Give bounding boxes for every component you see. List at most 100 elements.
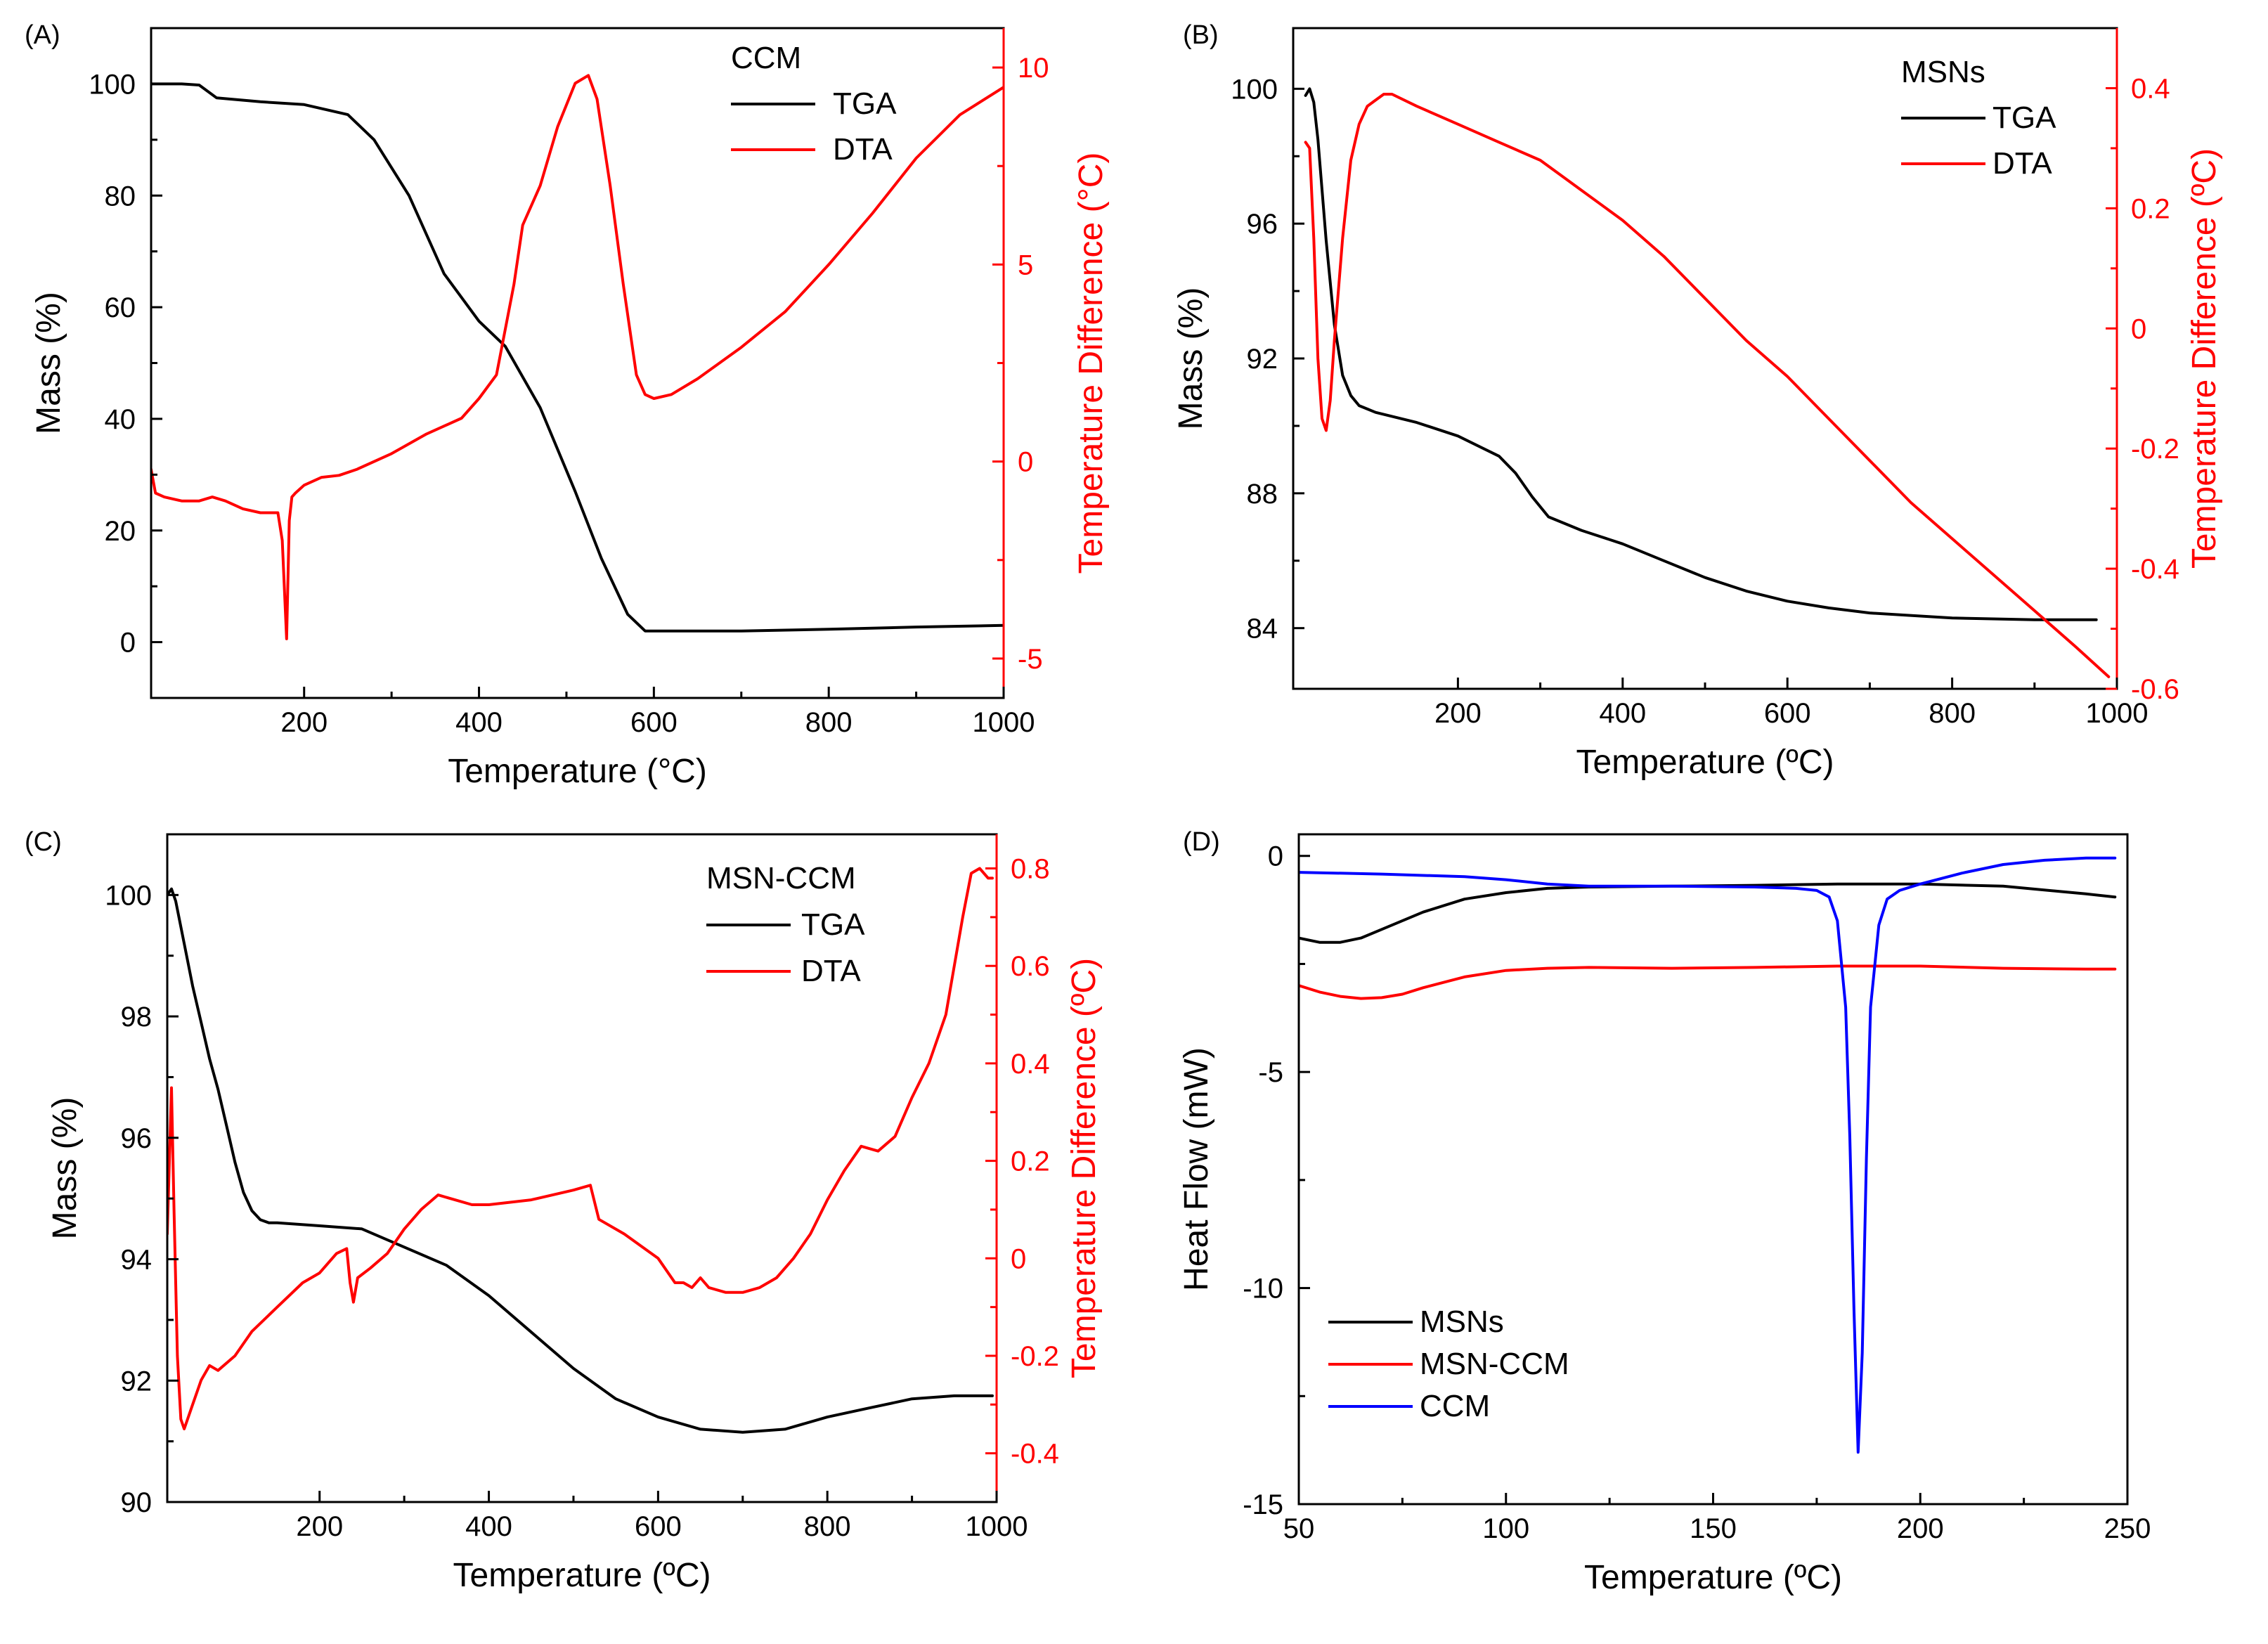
x-tick-label: 600 (635, 1511, 682, 1542)
y-tick-label: 90 (121, 1487, 153, 1518)
y2-tick-label: -0.2 (1011, 1341, 1059, 1372)
y-tick-label: 20 (105, 516, 136, 547)
y-tick-label: -10 (1243, 1274, 1283, 1305)
y-tick-label: 92 (1247, 344, 1278, 375)
series-group (1304, 87, 2111, 678)
panel-label: (C) (25, 827, 62, 857)
y-tick-label: 84 (1247, 614, 1278, 645)
y-tick-label: 92 (121, 1366, 153, 1397)
y-tick-label: 88 (1247, 479, 1278, 510)
series-group (1299, 856, 2117, 1454)
legend-entry: TGA (833, 86, 897, 121)
y-tick-label: 100 (1231, 74, 1278, 105)
x-tick-label: 800 (1929, 698, 1976, 729)
y2-tick-label: -0.4 (1011, 1439, 1059, 1470)
legend-entry: TGA (1992, 101, 2056, 135)
y2-tick-label: 0.8 (1011, 854, 1050, 885)
y-tick-label: 100 (89, 69, 136, 100)
y-tick-label: 96 (121, 1123, 153, 1154)
y-tick-label: -15 (1243, 1489, 1283, 1520)
y2-tick-label: -0.4 (2131, 554, 2179, 585)
x-axis-label: Temperature (ºC) (453, 1557, 711, 1594)
x-tick-label: 600 (1764, 698, 1811, 729)
y2-tick-label: 5 (1018, 250, 1033, 280)
x-tick-label: 200 (1434, 698, 1482, 729)
panel-label: (A) (25, 20, 60, 50)
series-group (167, 867, 994, 1434)
x-tick-label: 100 (1482, 1513, 1529, 1544)
y2-tick-label: -0.6 (2131, 674, 2179, 705)
y-axis-label: Mass (%) (30, 292, 67, 434)
y2-axis-label: Temperature Difference (ºC) (2186, 148, 2223, 569)
y2-tick-label: 0.4 (1011, 1049, 1050, 1080)
y2-tick-label: 0 (2131, 313, 2146, 344)
y2-tick-label: -0.2 (2131, 434, 2179, 465)
series-group (151, 74, 1004, 640)
x-tick-label: 400 (455, 707, 503, 738)
legend-entry: MSN-CCM (1420, 1347, 1569, 1381)
x-tick-label: 400 (465, 1511, 512, 1542)
series-line-msns (1299, 882, 2117, 944)
legend: MSNs MSN-CCM CCM (1328, 1305, 1569, 1423)
x-tick-label: 800 (805, 707, 853, 738)
x-axis-label: Temperature (ºC) (1584, 1559, 1842, 1596)
y2-tick-label: 0 (1011, 1243, 1026, 1274)
y2-tick-label: 0.2 (2131, 193, 2170, 224)
y-axis-label: Mass (%) (46, 1097, 84, 1240)
x-tick-label: 250 (2104, 1513, 2151, 1544)
x-tick-label: 200 (280, 707, 328, 738)
y-tick-label: -5 (1258, 1057, 1283, 1088)
y-tick-label: 100 (105, 880, 152, 911)
panel-label: (D) (1183, 827, 1220, 857)
x-tick-label: 200 (296, 1511, 343, 1542)
legend: MSN-CCM TGA DTA (706, 861, 865, 988)
x-tick-label: 150 (1690, 1513, 1737, 1544)
legend-entry: DTA (1992, 146, 2052, 181)
x-tick-label: 200 (1897, 1513, 1944, 1544)
panel-d-dsc-heat-flow: (D) 50 100 150 200 250 -15 -10 -5 0 Temperature (º… (1178, 827, 2151, 1596)
x-axis-label: Temperature (ºC) (1576, 744, 1834, 781)
series-line-tga (167, 887, 994, 1434)
series-line-msn-ccm (1299, 964, 2117, 1000)
x-tick-label: 1000 (973, 707, 1035, 738)
y2-axis-label: Temperature Difference (°C) (1073, 153, 1110, 574)
y-tick-label: 60 (105, 292, 136, 323)
legend-title: CCM (731, 41, 801, 75)
x-axis-label: Temperature (°C) (448, 753, 707, 790)
plot-frame (150, 27, 1005, 699)
legend-entry: DTA (801, 954, 861, 988)
y-axis-label: Heat Flow (mW) (1178, 1047, 1215, 1291)
y-axis-label: Mass (%) (1172, 287, 1210, 430)
y-tick-label: 0 (1268, 841, 1283, 872)
y-tick-label: 0 (120, 628, 136, 659)
series-line-dta (167, 867, 994, 1430)
x-tick-label: 50 (1283, 1513, 1315, 1544)
panel-label: (B) (1183, 20, 1219, 50)
y-tick-label: 96 (1247, 209, 1278, 240)
legend-entry: CCM (1420, 1389, 1490, 1423)
legend-title: MSNs (1901, 55, 1985, 89)
y-tick-label: 94 (121, 1245, 153, 1276)
y-tick-label: 98 (121, 1002, 153, 1033)
legend-entry: TGA (801, 907, 865, 942)
x-tick-label: 600 (630, 707, 678, 738)
y2-tick-label: 0.4 (2131, 73, 2170, 104)
y-tick-label: 40 (105, 404, 136, 435)
x-tick-label: 400 (1599, 698, 1646, 729)
plot-frame (166, 833, 998, 1503)
y2-tick-label: 0.2 (1011, 1146, 1050, 1177)
panel-a-tga-dta-ccm: (A) 200 400 600 800 1000 0 20 40 60 80 100 -5 0 5 10 Tem… (25, 20, 1110, 790)
y2-tick-label: 0 (1018, 447, 1033, 478)
x-tick-label: 800 (804, 1511, 851, 1542)
series-line-dta (151, 74, 1004, 640)
panel-b-tga-dta-msns: (B) 200 400 600 800 1000 84 88 92 96 100 -0.6 -0.4 -0… (1172, 20, 2223, 781)
series-line-tga (1304, 87, 2098, 621)
y-tick-label: 80 (105, 181, 136, 212)
series-line-ccm (1299, 856, 2117, 1454)
y2-tick-label: -5 (1018, 644, 1043, 675)
y2-tick-label: 10 (1018, 53, 1049, 84)
x-tick-label: 1000 (966, 1511, 1028, 1542)
legend-entry: DTA (833, 132, 893, 167)
